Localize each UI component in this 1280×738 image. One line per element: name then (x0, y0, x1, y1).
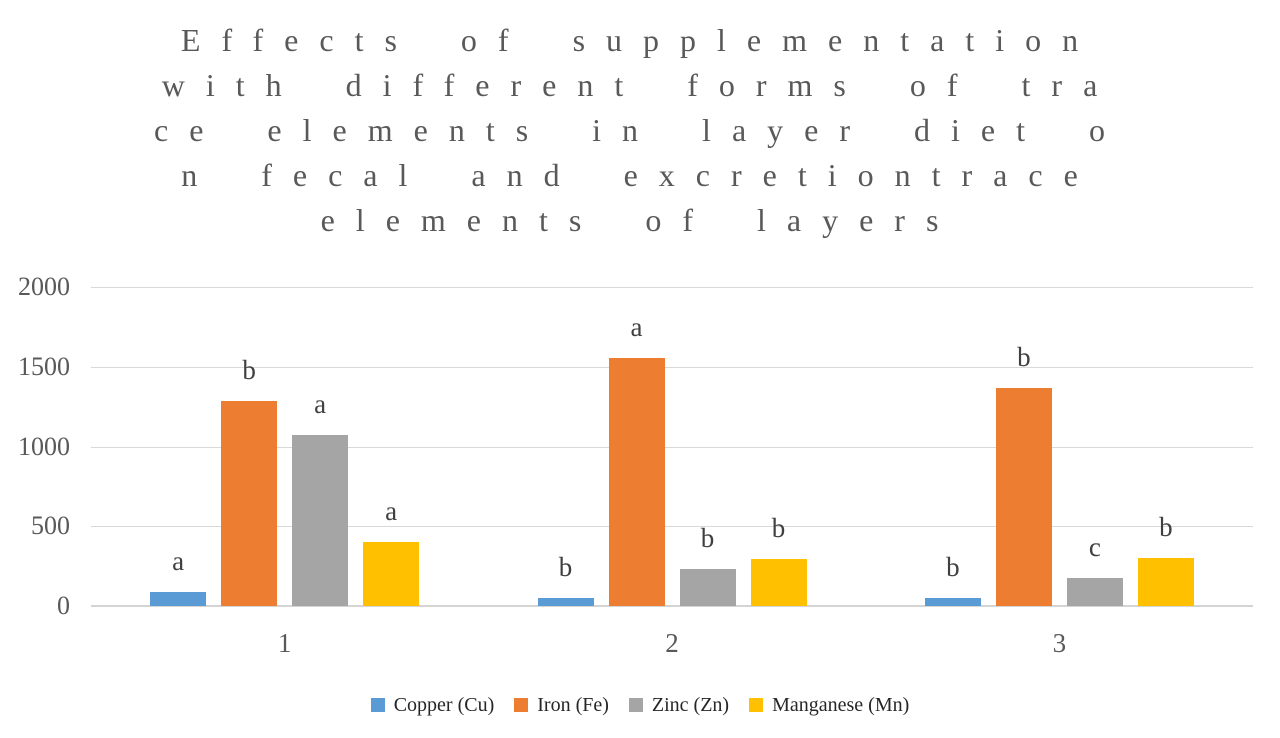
significance-letter: a (314, 388, 327, 419)
legend-label: Manganese (Mn) (772, 694, 910, 716)
bar-zinc-group2 (679, 568, 736, 606)
legend-item-zinc: Zinc (Zn) (628, 694, 730, 716)
y-axis-tick-label: 0 (57, 591, 70, 620)
bar-manganese-group1 (363, 542, 420, 606)
significance-letter: b (700, 522, 715, 553)
legend-item-copper: Copper (Cu) (370, 694, 495, 716)
bar-zinc-group1 (292, 434, 349, 606)
significance-letter: b (242, 355, 256, 386)
bar-manganese-group3 (1137, 558, 1194, 606)
chart-title-line: n fecal and excretiontrace (181, 157, 1099, 193)
significance-letter: b (1017, 342, 1031, 373)
gridline (91, 526, 1253, 528)
significance-letter: a (172, 545, 185, 576)
gridline (91, 287, 1253, 288)
significance-letter: b (1159, 512, 1173, 543)
legend-label: Zinc (Zn) (651, 694, 730, 716)
legend-label: Iron (Fe) (537, 694, 609, 716)
bar-copper-group1 (150, 591, 207, 606)
y-axis-tick-label: 1500 (18, 351, 70, 381)
significance-letter: a (630, 311, 643, 342)
legend-marker-iron (514, 698, 529, 712)
y-axis-tick-label: 1000 (18, 431, 70, 461)
significance-letter: b (771, 512, 786, 543)
chart-title: Effects of supplementation with differen… (0, 18, 1280, 243)
legend: Copper (Cu) Iron (Fe) Zinc (Zn) Manganese (… (0, 694, 1280, 716)
significance-letter: a (385, 496, 398, 527)
x-axis-category-label: 2 (665, 628, 679, 658)
legend-item-iron: Iron (Fe) (514, 694, 609, 716)
significance-letter: b (946, 552, 960, 583)
legend-item-manganese: Manganese (Mn) (749, 694, 909, 716)
legend-marker-copper (370, 698, 385, 712)
chart-title-line: Effects of supplementation (180, 22, 1100, 58)
significance-letter: c (1088, 532, 1101, 563)
chart-title-line: with different forms of tra (161, 67, 1119, 103)
chart-title-line: elements of layers (320, 202, 960, 238)
bar-iron-group2 (608, 357, 665, 606)
y-axis-tick-label: 2000 (18, 272, 70, 301)
x-axis-line (91, 605, 1253, 607)
x-axis-category-label: 1 (277, 628, 292, 658)
x-axis-category-label: 3 (1052, 628, 1067, 658)
legend-label: Copper (Cu) (393, 694, 495, 716)
legend-marker-zinc (628, 698, 643, 712)
bar-manganese-group2 (750, 558, 807, 606)
chart-title-line: ce elements in layer diet o (154, 112, 1126, 148)
gridline (91, 366, 1253, 368)
significance-letter: b (558, 552, 573, 583)
y-axis-tick-label: 500 (31, 511, 70, 541)
gridline (91, 446, 1253, 448)
bar-copper-group2 (537, 598, 594, 606)
bar-iron-group1 (221, 401, 278, 606)
bar-iron-group3 (995, 388, 1052, 606)
bar-copper-group3 (924, 598, 981, 606)
bar-zinc-group3 (1066, 578, 1123, 606)
legend-marker-manganese (749, 698, 764, 712)
